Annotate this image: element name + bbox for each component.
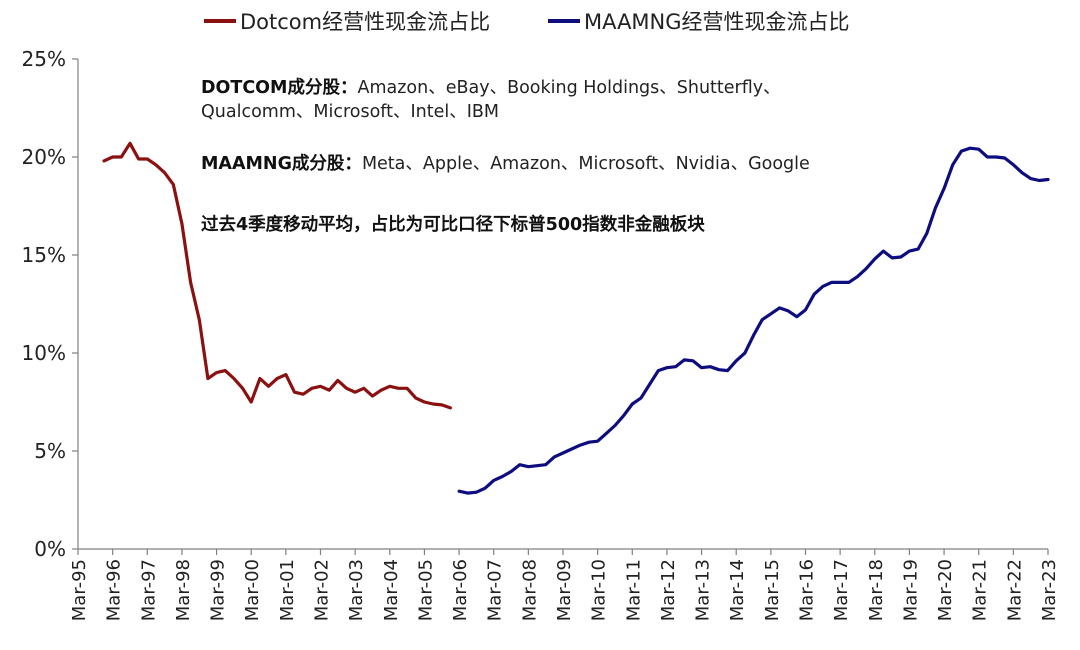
x-tick-label: Mar-10 [589,559,610,621]
x-tick-label: Mar-16 [797,559,818,621]
x-tick-label: Mar-03 [346,559,367,621]
x-tick-label: Mar-00 [242,559,263,621]
annotation-maamng-list: Meta、Apple、Amazon、Microsoft、Nvidia、Googl… [361,154,810,174]
x-tick-label: Mar-22 [1004,559,1025,621]
legend-swatch-dotcom [204,19,236,23]
legend-item-maamng: MAAMNG经营性现金流占比 [548,6,850,36]
series-lines [102,141,1050,495]
y-tick-label: 5% [34,439,66,463]
series-line-maamng [457,146,1050,495]
legend-label-dotcom: Dotcom经营性现金流占比 [240,10,491,34]
x-tick-label: Mar-97 [138,559,159,621]
x-tick-label: Mar-23 [1039,559,1060,621]
x-tick-label: Mar-04 [381,559,402,621]
x-tick-label: Mar-20 [935,559,956,621]
x-tick-label: Mar-06 [450,559,471,621]
x-tick-label: Mar-15 [762,559,783,621]
x-tick-label: Mar-17 [831,559,852,621]
annotation-maamng-members: MAAMNG成分股：Meta、Apple、Amazon、Microsoft、Nv… [201,152,810,176]
annotation-dotcom-line2: Qualcomm、Microsoft、Intel、IBM [201,102,500,122]
y-axis-ticks: 0% 5% 10% 15% 20% 25% [22,47,78,561]
x-tick-label: Mar-02 [312,559,333,621]
x-tick-label: Mar-08 [519,559,540,621]
x-tick-label: Mar-18 [866,559,887,621]
x-tick-label: Mar-21 [970,559,991,621]
x-tick-label: Mar-99 [208,559,229,621]
legend-swatch-maamng [548,19,580,23]
annotation-dotcom-members: DOTCOM成分股：Amazon、eBay、Booking Holdings、S… [201,76,781,124]
x-axis-ticks: Mar-95 Mar-96 Mar-97 Mar-98 Mar-99 Mar-00 Mar-… [69,549,1060,621]
x-tick-label: Mar-01 [277,559,298,621]
legend-item-dotcom: Dotcom经营性现金流占比 [204,6,490,36]
x-tick-label: Mar-95 [69,559,90,621]
series-line-dotcom [102,141,452,410]
axes [77,59,1048,550]
x-tick-label: Mar-05 [415,559,436,621]
y-tick-label: 25% [22,47,66,71]
annotation-maamng-label: MAAMNG成分股： [201,154,362,174]
x-tick-label: Mar-11 [623,559,644,621]
y-tick-label: 10% [22,341,66,365]
x-tick-label: Mar-07 [485,559,506,621]
x-tick-label: Mar-98 [173,559,194,621]
x-tick-label: Mar-09 [554,559,575,621]
annotation-dotcom-label: DOTCOM成分股： [201,78,358,98]
y-tick-label: 15% [22,243,66,267]
x-tick-label: Mar-14 [727,559,748,621]
x-tick-label: Mar-19 [900,559,921,621]
legend-label-maamng: MAAMNG经营性现金流占比 [584,10,850,34]
annotation-method-text: 过去4季度移动平均，占比为可比口径下标普500指数非金融板块 [201,215,705,235]
annotation-method-note: 过去4季度移动平均，占比为可比口径下标普500指数非金融板块 [201,213,705,237]
x-tick-label: Mar-13 [693,559,714,621]
x-tick-label: Mar-96 [104,559,125,621]
x-tick-label: Mar-12 [658,559,679,621]
y-tick-label: 0% [34,537,66,561]
annotation-dotcom-line1: Amazon、eBay、Booking Holdings、Shutterfly、 [357,78,781,98]
y-tick-label: 20% [22,145,66,169]
